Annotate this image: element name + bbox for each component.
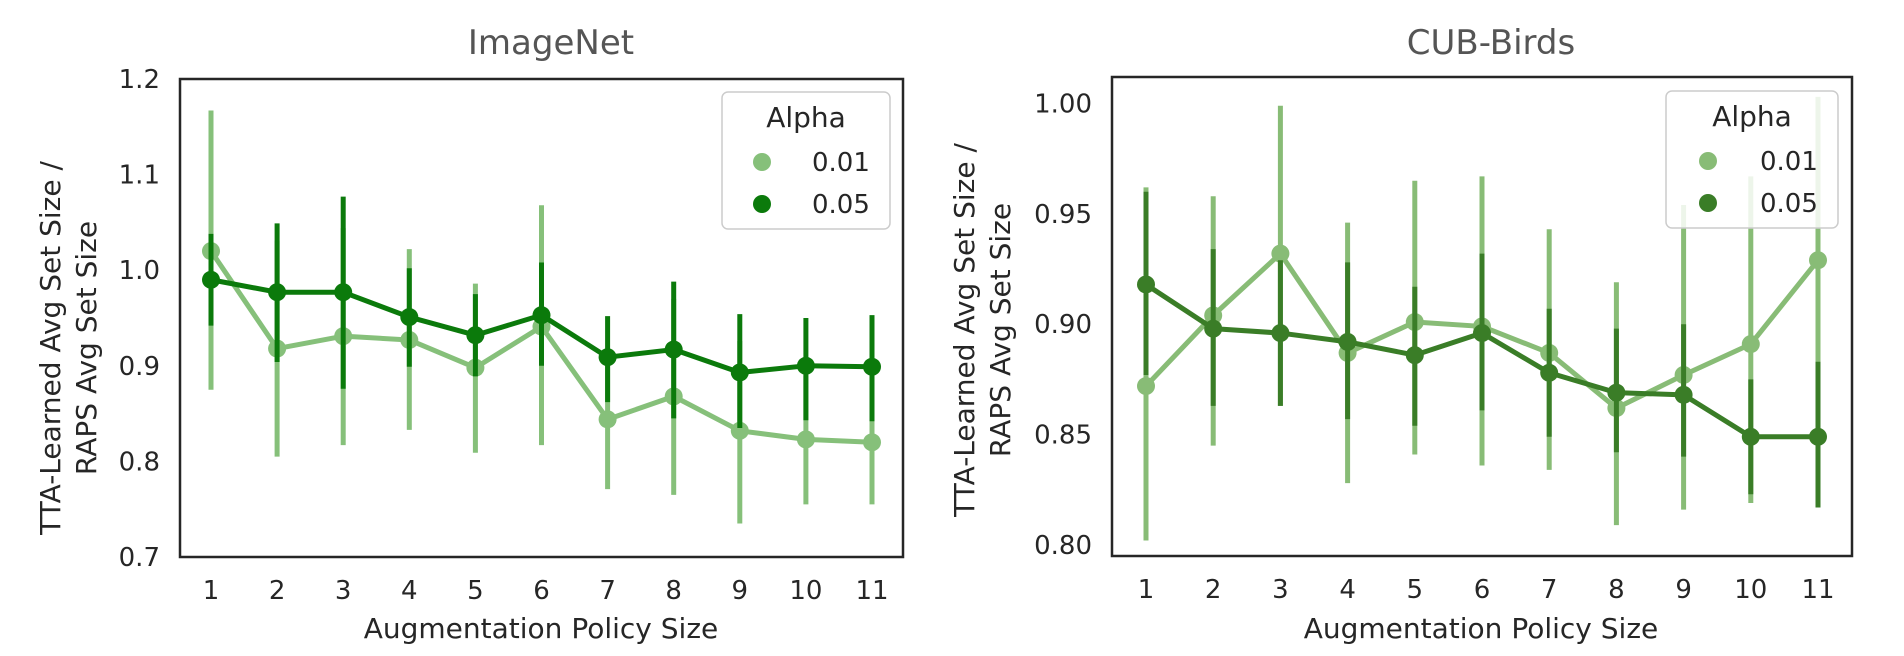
imagenet-legend-marker-alpha-0-01 bbox=[753, 153, 771, 171]
imagenet-y-tick-label: 1.2 bbox=[119, 65, 160, 95]
imagenet-series-alpha-0-01-point bbox=[796, 430, 815, 449]
cub-birds-series-alpha-0-05-point bbox=[1204, 319, 1223, 338]
cub-birds-series-alpha-0-05-point bbox=[1137, 275, 1155, 294]
imagenet-x-axis-label: Augmentation Policy Size bbox=[364, 612, 719, 645]
imagenet-y-tick-label: 0.9 bbox=[119, 352, 160, 382]
cub-birds-legend: Alpha 0.01 0.05 bbox=[1665, 90, 1839, 229]
cub-birds-chart-panel: CUB-Birds TTA-Learned Avg Set Size / RAP… bbox=[948, 23, 1854, 645]
cub-birds-series-alpha-0-05-point bbox=[1607, 383, 1626, 402]
imagenet-y-tick-label: 0.8 bbox=[119, 447, 160, 477]
imagenet-series-alpha-0-05-point bbox=[532, 306, 551, 325]
imagenet-x-tick-label: 3 bbox=[335, 576, 352, 606]
imagenet-y-tick-label: 0.7 bbox=[119, 543, 160, 573]
cub-birds-x-tick-label: 5 bbox=[1407, 575, 1424, 605]
imagenet-x-tick-label: 6 bbox=[533, 576, 550, 606]
imagenet-series-alpha-0-05 bbox=[202, 196, 881, 428]
cub-birds-series-alpha-0-05-point bbox=[1741, 427, 1760, 446]
imagenet-series-alpha-0-05-point bbox=[598, 348, 617, 367]
imagenet-y-tick-label: 1.0 bbox=[119, 256, 160, 286]
cub-birds-y-tick-label: 0.95 bbox=[1034, 200, 1092, 230]
cub-birds-series-alpha-0-01-point bbox=[1137, 377, 1155, 396]
cub-birds-y-tick-label: 0.90 bbox=[1034, 310, 1092, 340]
imagenet-x-tick-label: 2 bbox=[269, 576, 286, 606]
imagenet-y-ticks: 0.7 0.8 0.9 1.0 1.1 1.2 bbox=[119, 65, 160, 573]
cub-birds-series-alpha-0-05-point bbox=[1540, 363, 1559, 382]
imagenet-legend-marker-alpha-0-05 bbox=[753, 195, 771, 213]
imagenet-series-alpha-0-05-point bbox=[466, 326, 485, 345]
cub-birds-x-tick-label: 8 bbox=[1608, 575, 1625, 605]
cub-birds-x-tick-label: 9 bbox=[1675, 575, 1692, 605]
imagenet-series-alpha-0-05-point bbox=[730, 363, 749, 382]
cub-birds-y-axis-label-line1: TTA-Learned Avg Set Size / bbox=[948, 143, 981, 518]
cub-birds-series-alpha-0-05-point bbox=[1473, 324, 1491, 343]
imagenet-x-tick-label: 11 bbox=[855, 576, 888, 606]
cub-birds-legend-marker-alpha-0-01 bbox=[1699, 152, 1717, 170]
imagenet-series-alpha-0-05-point bbox=[400, 308, 419, 327]
imagenet-x-tick-label: 5 bbox=[467, 576, 484, 606]
imagenet-x-tick-label: 4 bbox=[401, 576, 418, 606]
imagenet-x-tick-label: 1 bbox=[203, 576, 220, 606]
imagenet-legend-box bbox=[721, 91, 891, 230]
cub-birds-series-alpha-0-01-point bbox=[1741, 335, 1760, 354]
imagenet-legend-label-alpha-0-05: 0.05 bbox=[812, 190, 870, 220]
imagenet-legend: Alpha 0.01 0.05 bbox=[721, 91, 891, 230]
cub-birds-series-alpha-0-05-point bbox=[1674, 385, 1693, 404]
imagenet-legend-title: Alpha bbox=[766, 101, 846, 134]
imagenet-series-alpha-0-01-point bbox=[730, 421, 749, 440]
cub-birds-x-tick-label: 4 bbox=[1339, 575, 1356, 605]
cub-birds-legend-label-alpha-0-05: 0.05 bbox=[1760, 189, 1818, 219]
imagenet-chart-title: ImageNet bbox=[468, 23, 634, 63]
imagenet-x-ticks: 1 2 3 4 5 6 7 8 9 10 11 bbox=[203, 576, 889, 606]
cub-birds-series bbox=[1137, 96, 1827, 541]
cub-birds-legend-marker-alpha-0-05 bbox=[1699, 194, 1717, 212]
imagenet-series-alpha-0-05-point bbox=[796, 356, 815, 375]
imagenet-plot-frame bbox=[178, 77, 905, 559]
cub-birds-chart-title: CUB-Birds bbox=[1407, 23, 1575, 63]
cub-birds-series-alpha-0-05-point bbox=[1405, 346, 1424, 365]
cub-birds-legend-label-alpha-0-01: 0.01 bbox=[1760, 147, 1818, 177]
imagenet-series-alpha-0-01-point bbox=[863, 433, 881, 452]
cub-birds-series-alpha-0-05-point bbox=[1338, 332, 1357, 351]
cub-birds-y-tick-label: 1.00 bbox=[1034, 89, 1092, 119]
cub-birds-x-tick-label: 1 bbox=[1138, 575, 1155, 605]
cub-birds-x-tick-label: 2 bbox=[1205, 575, 1222, 605]
imagenet-y-axis-label-line2: RAPS Avg Set Size bbox=[70, 221, 103, 475]
cub-birds-x-axis-label: Augmentation Policy Size bbox=[1304, 612, 1659, 645]
imagenet-chart-panel: ImageNet TTA-Learned Avg Set Size / RAPS… bbox=[34, 23, 905, 645]
cub-birds-series-alpha-0-01-point bbox=[1809, 251, 1827, 270]
imagenet-x-tick-label: 10 bbox=[789, 576, 822, 606]
cub-birds-x-tick-label: 7 bbox=[1541, 575, 1558, 605]
imagenet-series-alpha-0-05-point bbox=[268, 283, 287, 302]
cub-birds-x-tick-label: 10 bbox=[1734, 575, 1767, 605]
imagenet-series-alpha-0-05-point bbox=[202, 270, 220, 289]
imagenet-series-alpha-0-05-point bbox=[664, 340, 683, 359]
cub-birds-y-axis-label-line2: RAPS Avg Set Size bbox=[984, 203, 1017, 457]
cub-birds-plot-frame bbox=[1110, 75, 1854, 558]
imagenet-x-tick-label: 8 bbox=[665, 576, 682, 606]
cub-birds-series-alpha-0-01-point bbox=[1271, 244, 1290, 263]
cub-birds-y-tick-label: 0.80 bbox=[1034, 531, 1092, 561]
cub-birds-legend-box bbox=[1665, 90, 1839, 229]
cub-birds-y-tick-label: 0.85 bbox=[1034, 421, 1092, 451]
imagenet-x-tick-label: 7 bbox=[599, 576, 616, 606]
cub-birds-y-ticks: 0.80 0.85 0.90 0.95 1.00 bbox=[1034, 89, 1092, 560]
cub-birds-x-tick-label: 6 bbox=[1474, 575, 1491, 605]
imagenet-series-alpha-0-05-point bbox=[334, 283, 353, 302]
imagenet-series-alpha-0-05-point bbox=[863, 357, 881, 376]
imagenet-series-alpha-0-01-point bbox=[598, 410, 617, 429]
imagenet-legend-label-alpha-0-01: 0.01 bbox=[812, 148, 870, 178]
cub-birds-series-alpha-0-05 bbox=[1137, 191, 1827, 508]
imagenet-series bbox=[202, 110, 881, 524]
cub-birds-series-alpha-0-05-point bbox=[1809, 427, 1827, 446]
imagenet-x-tick-label: 9 bbox=[732, 576, 749, 606]
cub-birds-x-ticks: 1 2 3 4 5 6 7 8 9 10 11 bbox=[1138, 575, 1835, 605]
cub-birds-legend-title: Alpha bbox=[1712, 100, 1792, 133]
cub-birds-x-tick-label: 3 bbox=[1272, 575, 1289, 605]
imagenet-y-tick-label: 1.1 bbox=[119, 161, 160, 191]
imagenet-y-axis-label-line1: TTA-Learned Avg Set Size / bbox=[34, 161, 67, 536]
cub-birds-x-tick-label: 11 bbox=[1801, 575, 1834, 605]
cub-birds-series-alpha-0-05-point bbox=[1271, 324, 1290, 343]
